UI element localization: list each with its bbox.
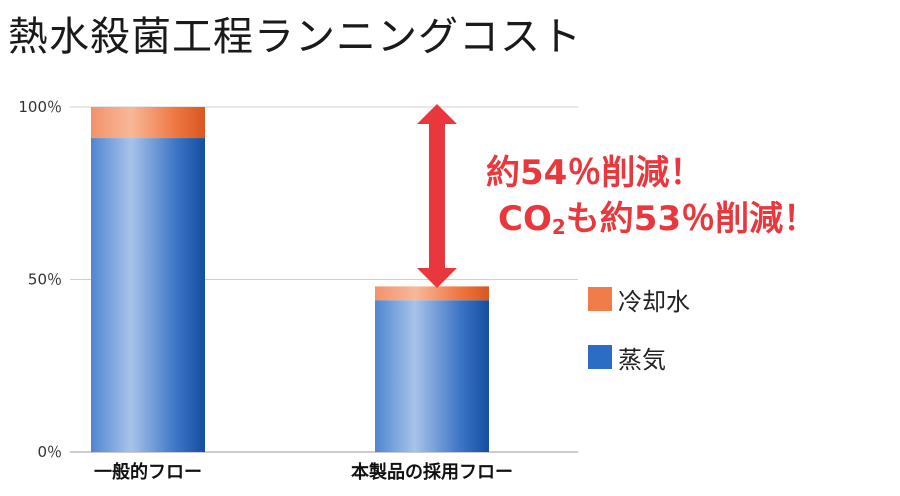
legend-label: 蒸気 xyxy=(618,345,666,374)
legend-swatch-steam xyxy=(588,345,612,369)
co2-prefix: CO xyxy=(498,199,552,239)
reduction-arrow xyxy=(417,104,457,288)
legend-item-steam: 蒸気 xyxy=(588,342,690,374)
legend-label: 冷却水 xyxy=(618,287,690,316)
legend-item-cooling-water: 冷却水 xyxy=(588,284,690,316)
chart-title: 熱水殺菌工程ランニングコスト xyxy=(8,14,582,60)
callout-line-cost: 約54％削減！ xyxy=(486,153,704,193)
y-tick-label: 0％ xyxy=(37,443,62,461)
x-category-label: 本製品の採用フロー xyxy=(351,461,513,483)
reduction-callout: 約54％削減！ CO2も約53％削減！ xyxy=(486,150,817,250)
bar-cooling-water-1 xyxy=(375,286,489,301)
bar-steam-1 xyxy=(375,300,489,452)
co2-subscript: 2 xyxy=(551,215,566,239)
y-tick-label: 50％ xyxy=(28,271,62,289)
co2-suffix: も約53％削減！ xyxy=(565,199,818,239)
x-category-label: 一般的フロー xyxy=(94,461,202,483)
bar-cooling-water-0 xyxy=(91,107,205,139)
legend-swatch-cooling-water xyxy=(588,287,612,311)
callout-line-co2: CO2も約53％削減！ xyxy=(498,196,817,250)
legend: 冷却水 蒸気 xyxy=(588,284,690,400)
bar-steam-0 xyxy=(91,138,205,453)
y-tick-label: 100％ xyxy=(18,98,62,116)
